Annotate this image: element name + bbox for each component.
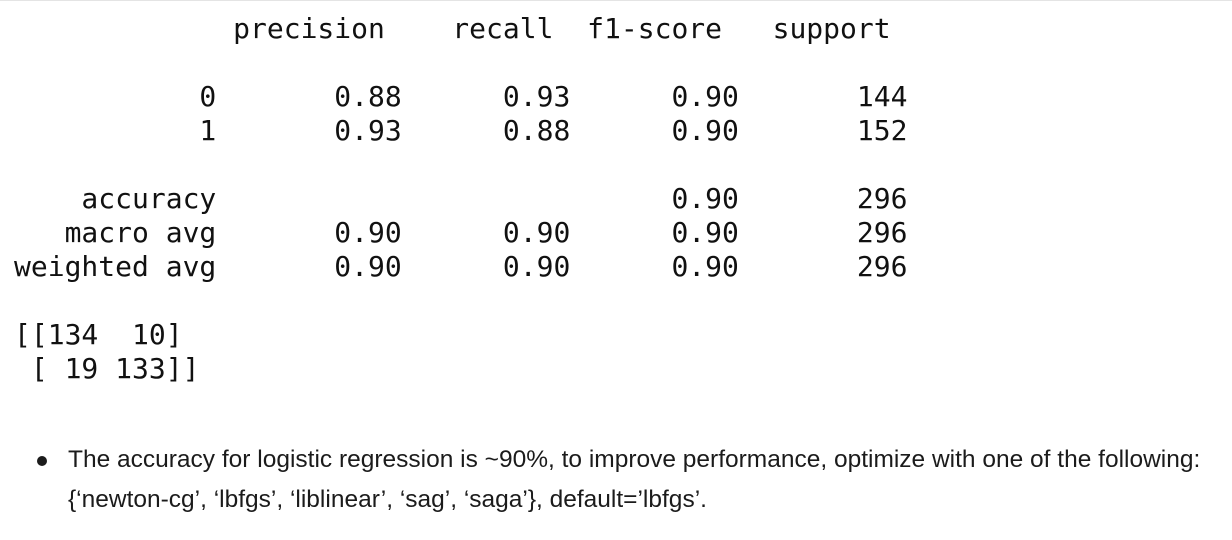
report-header-line: precision recall f1-score support	[14, 12, 891, 45]
top-divider	[0, 0, 1232, 1]
report-blank-line	[14, 284, 907, 318]
notes-list: The accuracy for logistic regression is …	[0, 440, 1232, 520]
report-macro-avg-line: macro avg 0.90 0.90 0.90 296	[14, 216, 908, 249]
report-accuracy-line: accuracy 0.90 296	[14, 182, 908, 215]
report-class-0-line: 0 0.88 0.93 0.90 144	[14, 80, 908, 113]
confusion-matrix-row-1: [[134 10]	[14, 318, 183, 351]
note-text: The accuracy for logistic regression is …	[68, 446, 1201, 513]
bullet-icon	[37, 456, 47, 466]
confusion-matrix-row-2: [ 19 133]]	[14, 352, 200, 385]
report-class-1-line: 1 0.93 0.88 0.90 152	[14, 114, 908, 147]
report-blank-line	[14, 148, 907, 182]
classification-report-output: precision recall f1-score support 0 0.88…	[14, 12, 907, 386]
list-item: The accuracy for logistic regression is …	[0, 440, 1232, 520]
report-weighted-avg-line: weighted avg 0.90 0.90 0.90 296	[14, 250, 908, 283]
report-blank-line	[14, 46, 907, 80]
